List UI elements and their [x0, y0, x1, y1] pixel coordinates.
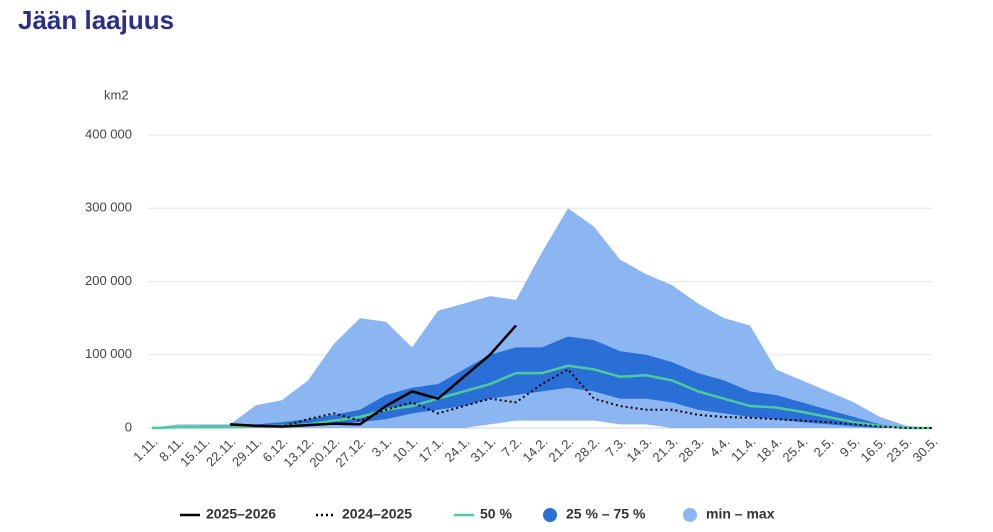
x-tick-label: 4.4.: [707, 434, 733, 460]
x-tick-label: 31.1.: [467, 434, 498, 465]
x-tick-label: 27.12.: [332, 434, 368, 470]
legend-label[interactable]: 2025–2026: [206, 506, 276, 522]
legend-label[interactable]: min – max: [706, 506, 775, 522]
x-tick-label: 2.5.: [811, 434, 837, 460]
x-tick-label: 21.3.: [649, 434, 680, 465]
y-tick-label: 300 000: [85, 200, 132, 215]
legend-label[interactable]: 25 % – 75 %: [566, 506, 646, 522]
chart-title: Jään laajuus: [18, 5, 174, 35]
x-tick-label: 14.3.: [623, 434, 654, 465]
line: [229, 368, 932, 429]
x-tick-label: 17.1.: [415, 434, 446, 465]
y-axis-label: km2: [104, 87, 129, 102]
x-tick-label: 23.5.: [883, 434, 914, 465]
y-tick-label: 400 000: [85, 126, 132, 141]
x-tick-label: 1.11.: [130, 434, 160, 464]
range-area: [152, 208, 932, 428]
y-tick-label: 100 000: [85, 346, 132, 361]
x-tick-label: 18.4.: [753, 434, 784, 465]
x-tick-label: 25.4.: [779, 434, 810, 465]
line: [229, 324, 517, 428]
y-tick-label: 0: [125, 419, 132, 434]
range-area: [152, 336, 932, 428]
x-tick-label: 30.5.: [909, 434, 940, 465]
y-tick-label: 200 000: [85, 273, 132, 288]
x-tick-label: 11.4.: [728, 434, 758, 464]
x-tick-label: 21.2.: [545, 434, 576, 465]
x-tick-label: 29.11.: [229, 434, 264, 469]
x-tick-label: 14.2.: [519, 434, 550, 465]
legend-label[interactable]: 2024–2025: [342, 506, 412, 522]
legend-label[interactable]: 50 %: [480, 506, 512, 522]
legend-symbol[interactable]: [543, 508, 557, 522]
legend-symbol[interactable]: [683, 508, 697, 522]
x-tick-label: 28.3.: [675, 434, 706, 465]
x-tick-label: 10.1.: [389, 434, 420, 465]
x-tick-label: 16.5.: [857, 434, 888, 465]
x-tick-label: 28.2.: [571, 434, 602, 465]
x-tick-label: 24.1.: [441, 434, 472, 465]
